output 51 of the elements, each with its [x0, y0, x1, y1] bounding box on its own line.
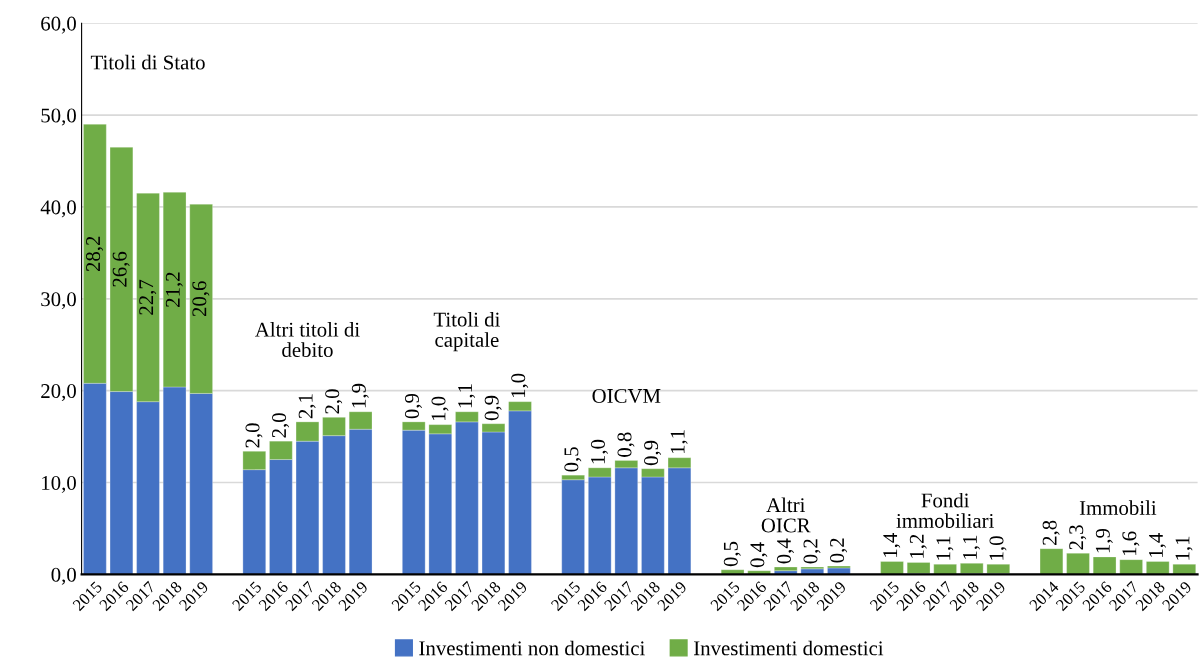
data-label: 1,0 [989, 536, 1007, 560]
data-label: 0,2 [830, 538, 848, 563]
data-label: 1,9 [1095, 528, 1113, 553]
data-label: 0,9 [644, 440, 662, 466]
annotation: Altri OICR [761, 497, 811, 533]
data-label: 20,6 [192, 281, 210, 317]
data-label: 22,7 [139, 279, 157, 315]
data-label: 2,0 [245, 423, 263, 448]
data-label: 1,0 [511, 373, 529, 398]
data-label: 0,8 [617, 432, 635, 457]
data-label: 1,9 [351, 383, 369, 408]
data-label: 1,0 [431, 396, 449, 421]
data-label: 0,5 [564, 447, 582, 472]
data-label: 1,0 [590, 439, 608, 464]
data-label: 21,2 [165, 272, 183, 307]
data-label: 2,8 [1042, 520, 1060, 545]
data-label: 0,4 [776, 538, 794, 564]
annotation: Immobili [1079, 500, 1157, 516]
data-label: 1,1 [1175, 536, 1193, 560]
annotation: Titoli di Stato [90, 54, 205, 70]
y-tick-label: 40,0 [40, 200, 76, 218]
annotation: OICVM [592, 388, 661, 404]
legend-label: Investimenti non domestici [419, 640, 645, 656]
data-label: 26,6 [112, 251, 130, 287]
data-label: 2,3 [1069, 525, 1087, 550]
annotation: Altri titoli di debito [255, 322, 360, 358]
y-tick-label: 60,0 [41, 16, 76, 34]
data-label: 1,4 [883, 533, 901, 557]
data-label: 0,5 [723, 541, 741, 567]
data-label: 0,9 [484, 395, 502, 421]
data-label: 1,1 [670, 430, 688, 454]
data-label: 2,0 [272, 413, 290, 438]
data-label: 0,4 [750, 542, 768, 568]
data-label: 1,6 [1122, 531, 1140, 556]
y-tick-label: 20,0 [41, 384, 76, 402]
data-label: 2,0 [325, 389, 343, 414]
y-tick-label: 50,0 [41, 108, 76, 126]
data-label: 0,2 [803, 539, 821, 564]
data-label: 28,2 [86, 236, 104, 272]
annotation: Titoli di capitale [433, 311, 500, 352]
data-label: 1,4 [1149, 533, 1166, 557]
data-label: 0,9 [404, 393, 422, 419]
y-tick-label: 30,0 [41, 292, 76, 310]
data-label: 1,2 [909, 534, 927, 558]
data-label: 1,1 [458, 384, 476, 408]
data-label: 1,1 [936, 536, 954, 560]
annotation: Fondi immobiliari [896, 492, 994, 528]
legend-label: Investimenti domestici [694, 640, 884, 656]
y-tick-label: 10,0 [42, 475, 76, 493]
data-label: 1,1 [963, 535, 980, 559]
data-label: 2,1 [298, 394, 316, 419]
